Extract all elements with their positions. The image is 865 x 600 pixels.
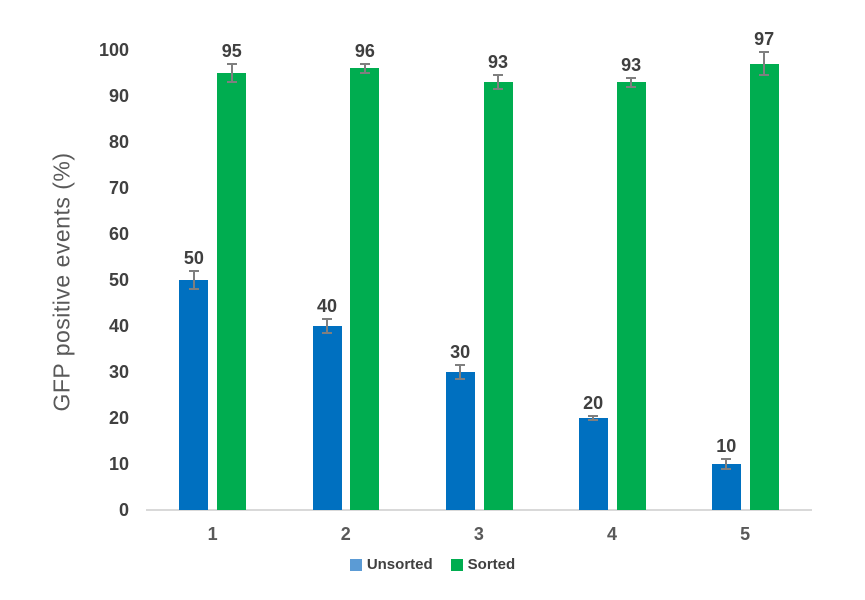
value-label: 40 [316, 296, 338, 317]
legend-swatch-sorted-icon [450, 558, 463, 571]
value-label: 20 [583, 392, 604, 413]
x-tick-label: 1 [207, 524, 218, 544]
y-tick-label: 20 [108, 408, 129, 428]
value-label: 93 [487, 52, 509, 73]
error-bar [363, 63, 366, 73]
bar-sorted-2 [350, 68, 380, 510]
legend-item-sorted: Sorted [450, 556, 516, 573]
y-tick-label: 100 [98, 40, 129, 60]
y-tick-label: 80 [108, 132, 129, 152]
error-bar-cap [188, 269, 199, 272]
error-bar [459, 365, 462, 379]
bar-unsorted-2 [312, 326, 342, 510]
y-tick-label: 60 [108, 224, 129, 244]
legend: Unsorted Sorted [0, 556, 865, 573]
error-bar-cap [626, 85, 637, 88]
value-label: 97 [754, 29, 775, 50]
error-bar-cap [322, 331, 332, 334]
bar-unsorted-4 [578, 418, 608, 510]
y-tick-label: 90 [108, 86, 129, 106]
y-tick-label: 0 [118, 500, 129, 520]
y-tick-label: 30 [108, 362, 129, 382]
bar-unsorted-3 [445, 372, 475, 510]
legend-item-unsorted: Unsorted [349, 556, 433, 573]
value-label: 95 [221, 40, 242, 61]
error-bar [192, 270, 195, 290]
bar-unsorted-1 [179, 280, 209, 510]
error-bar-cap [493, 74, 503, 77]
y-tick-label: 70 [108, 178, 129, 198]
error-bar-cap [322, 318, 332, 321]
error-bar [763, 52, 766, 76]
bar-sorted-1 [217, 73, 247, 510]
bar-unsorted-5 [711, 464, 741, 510]
error-bar [326, 319, 328, 333]
y-tick-label: 10 [108, 454, 129, 474]
error-bar-cap [226, 81, 237, 84]
error-bar-cap [226, 62, 237, 65]
value-label: 10 [716, 436, 737, 457]
error-bar-cap [359, 72, 370, 74]
error-bar-cap [626, 76, 637, 79]
error-bar [230, 63, 233, 83]
error-bar-cap [759, 74, 770, 77]
y-tick-label: 50 [108, 270, 129, 290]
value-label: 50 [183, 247, 204, 268]
value-label: 30 [450, 342, 471, 363]
error-bar [630, 77, 633, 87]
error-bar-cap [588, 419, 599, 422]
value-label: 93 [621, 54, 642, 75]
x-tick-label: 4 [606, 524, 617, 544]
bar-sorted-4 [616, 82, 646, 510]
bar-sorted-3 [483, 82, 513, 510]
legend-swatch-unsorted-icon [349, 558, 362, 571]
error-bar [592, 415, 595, 421]
error-bar-cap [455, 377, 466, 380]
bar-sorted-5 [749, 63, 779, 510]
error-bar [725, 459, 728, 469]
value-label: 96 [354, 40, 375, 61]
x-tick-label: 5 [740, 524, 751, 544]
error-bar-cap [188, 288, 199, 291]
error-bar-cap [493, 88, 503, 91]
error-bar-cap [721, 458, 732, 461]
error-bar-cap [588, 414, 599, 417]
legend-label-unsorted: Unsorted [366, 556, 433, 573]
error-bar-cap [721, 467, 732, 470]
legend-label-sorted: Sorted [467, 556, 516, 573]
x-tick-label: 2 [340, 524, 351, 544]
error-bar-cap [359, 62, 370, 65]
x-axis-line [146, 509, 812, 511]
error-bar-cap [759, 51, 770, 54]
error-bar [497, 75, 499, 90]
x-tick-label: 3 [473, 524, 484, 544]
y-tick-label: 40 [108, 316, 129, 336]
error-bar-cap [455, 364, 466, 367]
